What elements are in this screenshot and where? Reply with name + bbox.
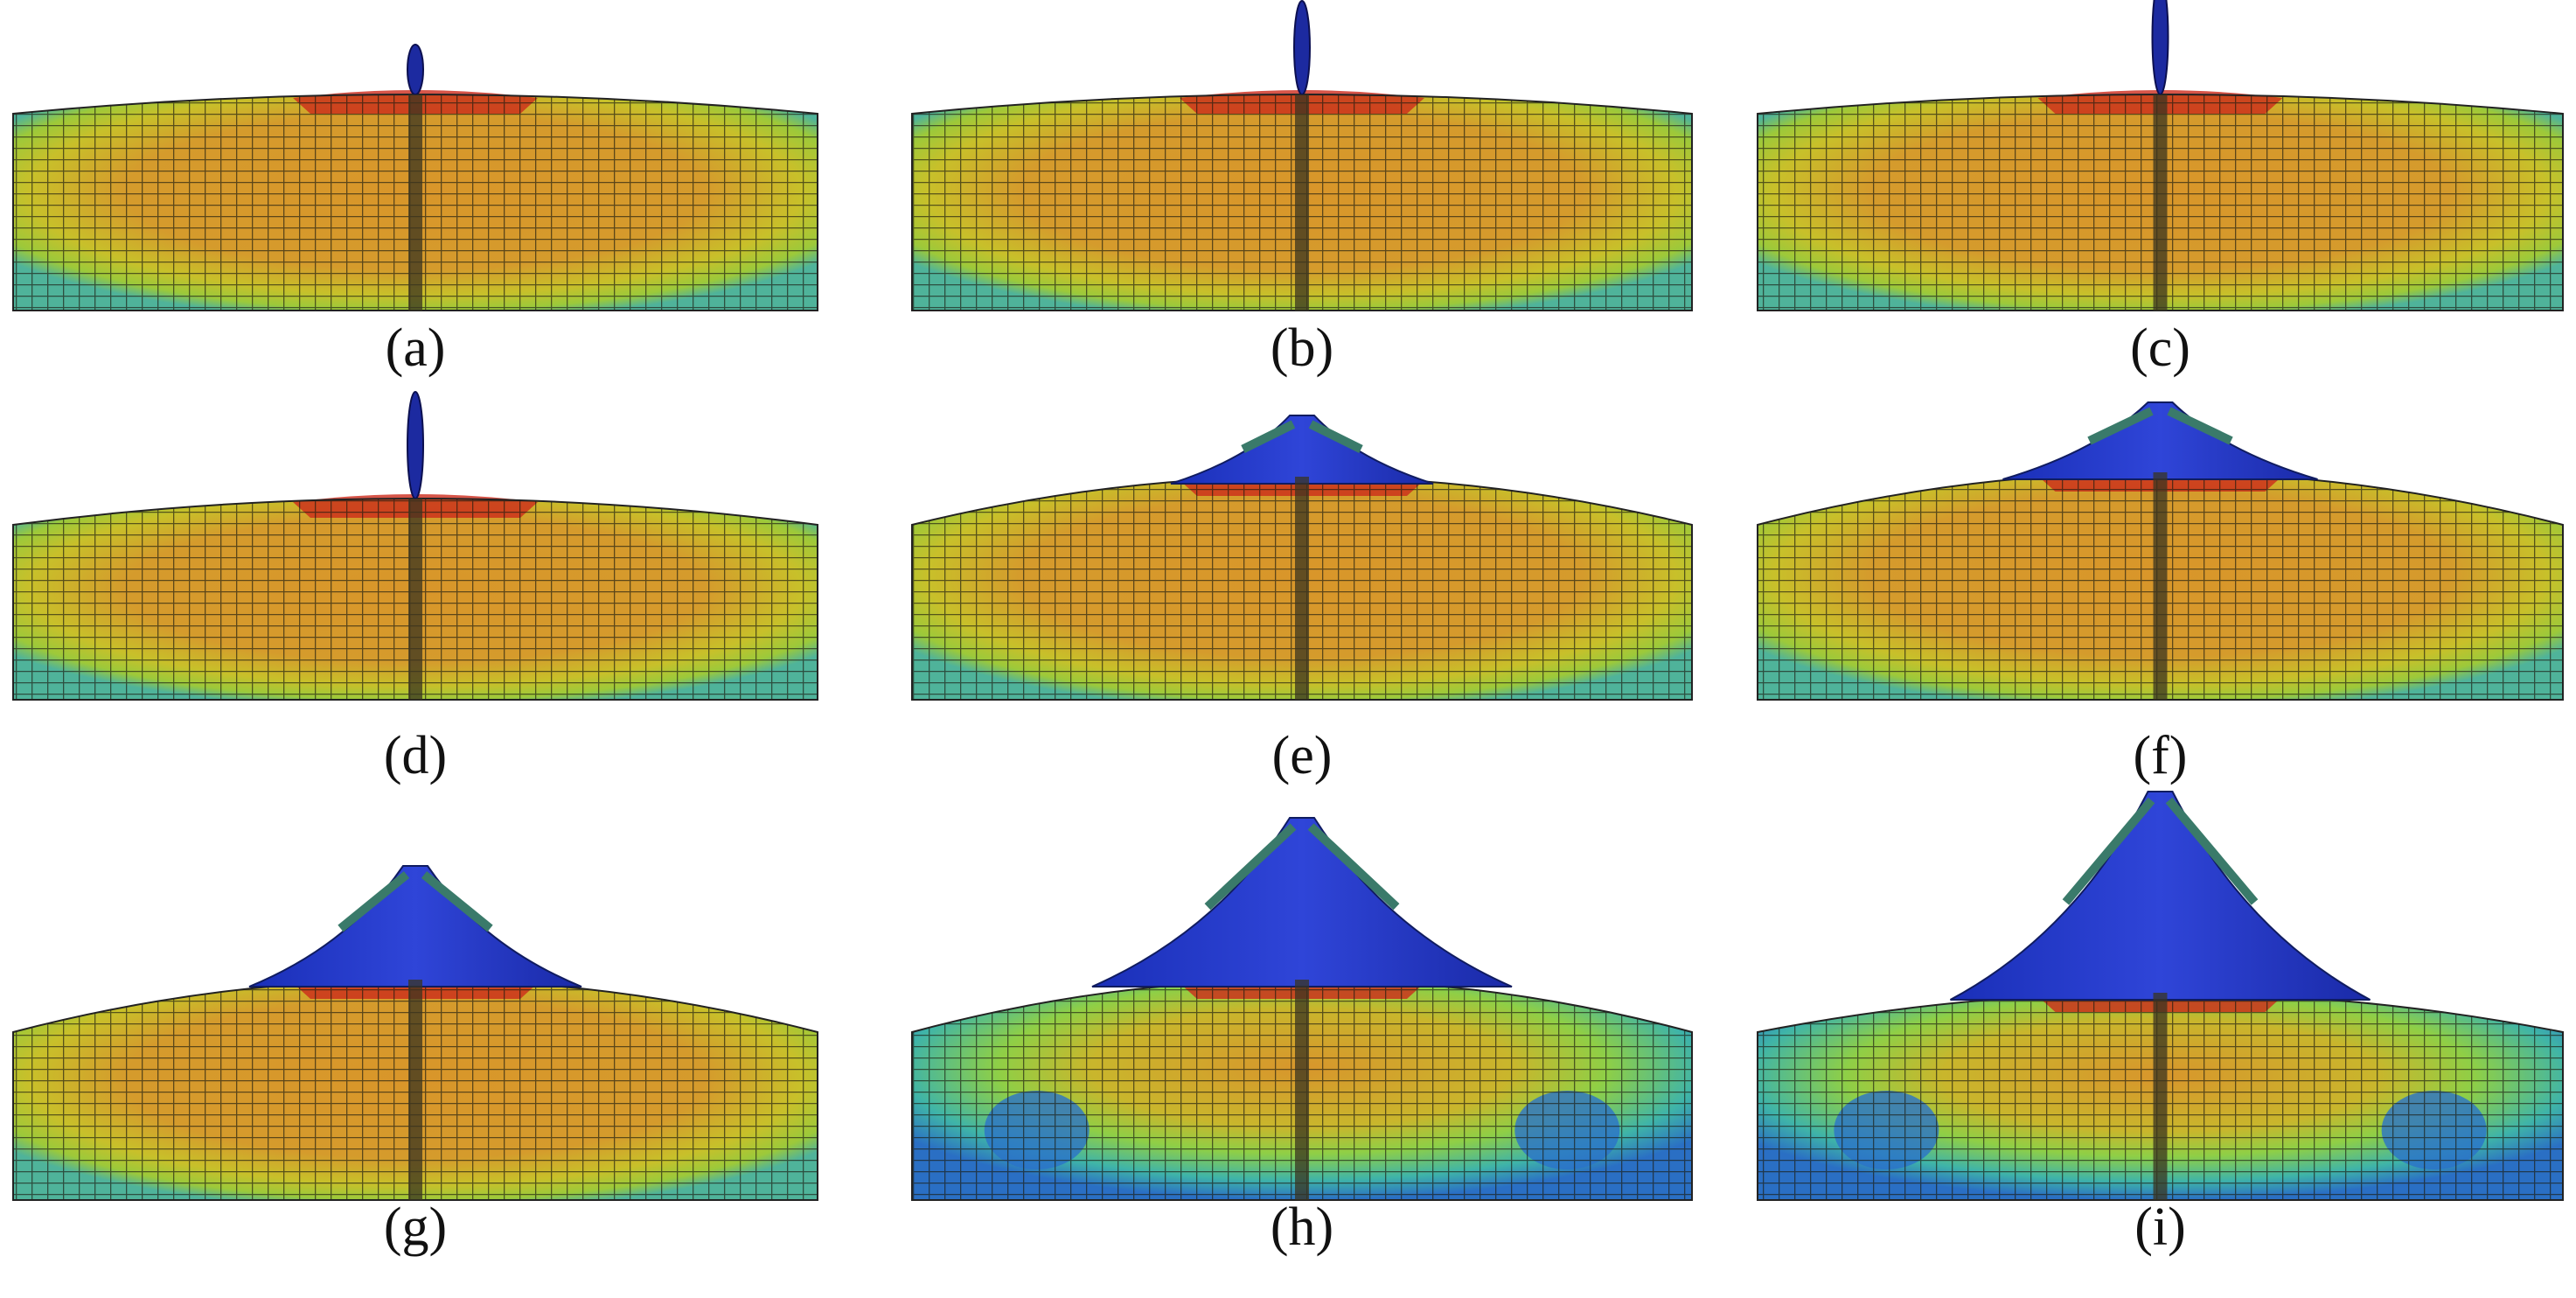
outline [12, 94, 818, 311]
petal [338, 871, 410, 932]
petal [1307, 823, 1400, 911]
petal [1241, 420, 1296, 453]
center-rod [1295, 980, 1309, 1200]
panel: (c) [1757, 0, 2564, 378]
panel-label: (e) [1272, 726, 1333, 785]
center-rod [1295, 94, 1309, 311]
debris-cone [248, 865, 582, 987]
debris-cone [2002, 401, 2318, 480]
panel: (b) [911, 0, 1693, 378]
center-rod [2153, 472, 2168, 700]
outline [12, 498, 818, 701]
panel: (a) [12, 44, 818, 378]
petal [2167, 407, 2233, 445]
panel: (e) [911, 415, 1693, 785]
panel-label: (h) [1271, 1197, 1333, 1257]
center-rod [408, 94, 422, 311]
center-rod [408, 499, 422, 700]
petal [2087, 407, 2154, 445]
panel-label: (f) [2134, 726, 2188, 785]
projectile [2151, 0, 2169, 95]
outline [911, 94, 1693, 311]
debris-cone [1170, 415, 1434, 485]
center-rod [1295, 477, 1309, 700]
panel: (h) [911, 817, 1693, 1257]
panel-label: (a) [386, 318, 446, 378]
center-rod [2153, 94, 2168, 311]
panel-label: (b) [1271, 318, 1333, 378]
panel: (g) [12, 865, 818, 1257]
debris-cone [1091, 817, 1513, 987]
center-rod [408, 980, 422, 1200]
petal [1204, 823, 1297, 911]
panel: (i) [1757, 791, 2564, 1257]
petal [2062, 797, 2155, 905]
projectile [407, 44, 424, 95]
petal [421, 871, 493, 932]
projectile [407, 391, 424, 499]
outline [1757, 94, 2564, 311]
panel-label: (c) [2130, 318, 2190, 378]
debris-cone [1950, 791, 2371, 1001]
center-rod [2153, 993, 2168, 1200]
petal [2165, 797, 2259, 905]
petal [1308, 420, 1363, 453]
projectile [1293, 0, 1311, 95]
panel: (d) [12, 391, 818, 785]
panel: (f) [1757, 401, 2564, 785]
panel-label: (i) [2134, 1197, 2186, 1257]
panel-label: (d) [384, 726, 447, 785]
panel-label: (g) [384, 1197, 447, 1257]
